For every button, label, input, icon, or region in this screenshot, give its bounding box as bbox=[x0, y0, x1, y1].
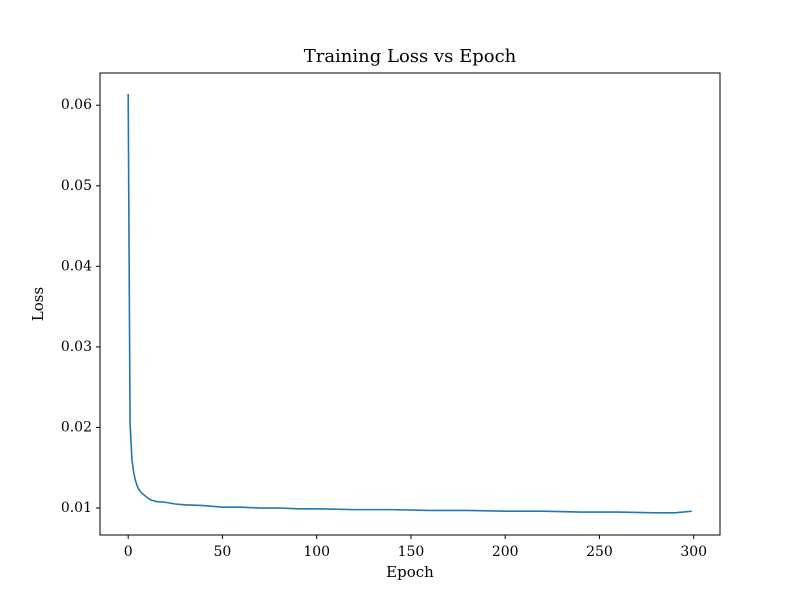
x-tick-label: 100 bbox=[303, 544, 330, 560]
y-tick-label: 0.06 bbox=[61, 97, 92, 113]
x-tick-label: 0 bbox=[124, 544, 133, 560]
x-axis-label: Epoch bbox=[386, 563, 434, 581]
x-tick-label: 200 bbox=[492, 544, 519, 560]
plot-frame bbox=[99, 72, 721, 536]
x-tick-label: 150 bbox=[398, 544, 425, 560]
data-line bbox=[127, 93, 692, 514]
y-tick-label: 0.04 bbox=[61, 258, 92, 274]
chart-title: Training Loss vs Epoch bbox=[304, 46, 517, 67]
y-tick-label: 0.05 bbox=[61, 178, 92, 194]
y-tick-label: 0.03 bbox=[61, 339, 92, 355]
x-tick-label: 300 bbox=[680, 544, 707, 560]
y-tick-label: 0.02 bbox=[61, 419, 92, 435]
x-tick-label: 250 bbox=[586, 544, 613, 560]
x-tick-label: 50 bbox=[214, 544, 232, 560]
y-axis-label: Loss bbox=[29, 287, 47, 321]
y-tick-label: 0.01 bbox=[61, 500, 92, 516]
